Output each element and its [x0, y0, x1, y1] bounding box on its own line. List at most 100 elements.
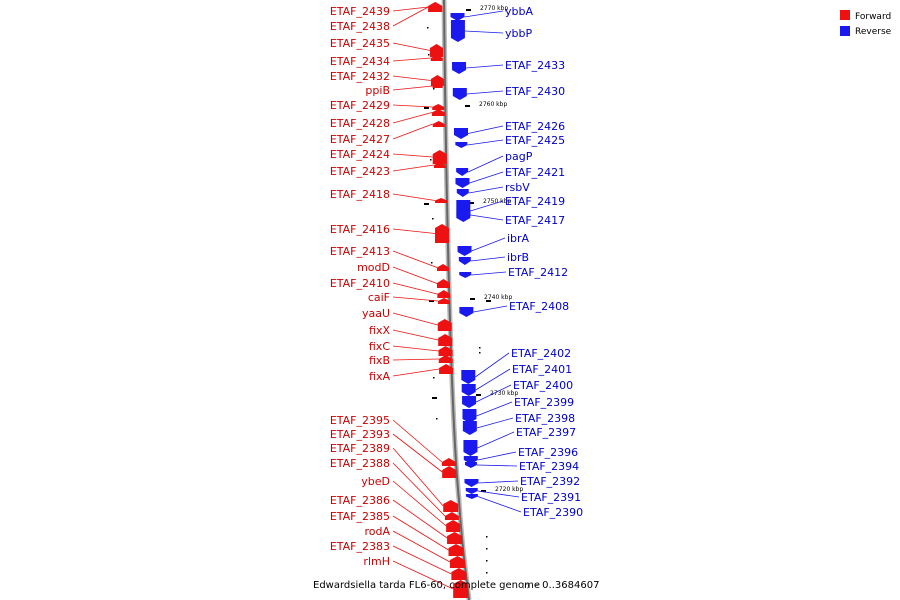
legend-forward-label: Forward [855, 12, 891, 22]
forward-gene-etaf-2410 [437, 290, 451, 298]
leader-line [470, 256, 506, 262]
forward-gene-label: ETAF_2410 [330, 277, 390, 290]
forward-gene-label: ETAF_2385 [330, 510, 390, 523]
reverse-gene-etaf-2421 [455, 178, 470, 188]
forward-gene-caif [438, 298, 451, 304]
forward-gene-label: ETAF_2413 [330, 245, 390, 258]
legend-reverse-swatch [840, 26, 850, 36]
forward-gene-label: modD [357, 261, 390, 274]
reverse-gene-etaf-2426 [454, 128, 469, 139]
reverse-gene-label: ETAF_2396 [518, 446, 578, 459]
reverse-gene-etaf-2401 [461, 384, 476, 396]
forward-gene-label: ETAF_2438 [330, 20, 390, 33]
reverse-gene-etaf-2417 [456, 210, 471, 220]
reverse-gene-label: ibrA [507, 232, 530, 245]
caption-subscript: (r) [522, 583, 529, 590]
reverse-gene-etaf-2402 [461, 370, 476, 384]
leader-line [477, 496, 522, 513]
forward-gene-ybed [446, 520, 461, 532]
forward-gene-etaf-2416 [435, 224, 450, 243]
forward-gene-yaau [437, 319, 452, 331]
tick-dot [427, 27, 429, 29]
leader-line [392, 462, 446, 517]
tick-dot [479, 347, 481, 349]
leader-line [392, 75, 431, 81]
forward-gene-label: ETAF_2434 [330, 55, 390, 68]
tick-dot [486, 548, 488, 550]
reverse-gene-etaf-2397 [463, 440, 478, 456]
reverse-gene-label: ETAF_2421 [505, 166, 565, 179]
leader-line [467, 155, 504, 173]
reverse-gene-label: ETAF_2408 [509, 300, 569, 313]
leader-line [477, 490, 520, 498]
forward-gene-shapes [428, 2, 469, 598]
leader-line [468, 186, 504, 194]
tick-dot [436, 418, 438, 420]
forward-gene-etaf-2386 [447, 532, 463, 544]
leader-line [392, 345, 439, 352]
reverse-gene-etaf-2400 [462, 396, 477, 408]
forward-gene-fixx [438, 334, 453, 346]
tick-mark [429, 300, 434, 302]
leader-line [392, 266, 438, 284]
reverse-gene-label: pagP [505, 150, 533, 163]
forward-gene-etaf-2413 [437, 264, 450, 271]
leader-line [392, 85, 433, 91]
reverse-gene-pagp [456, 168, 469, 176]
leader-line [392, 112, 432, 124]
forward-gene-label: ppiB [365, 84, 390, 97]
forward-gene-etaf-2388 [444, 512, 459, 520]
leader-line [464, 10, 504, 18]
forward-gene-label: rodA [364, 525, 390, 538]
leader-line [477, 451, 517, 461]
leader-line [471, 271, 507, 276]
tick-dot [430, 159, 432, 161]
leader-line [392, 499, 448, 539]
tick-label: 2740 kbp [484, 294, 512, 301]
reverse-gene-ibrb [458, 257, 471, 265]
leader-line [475, 384, 512, 403]
reverse-gene-etaf-2394 [464, 462, 477, 468]
reverse-gene-label: ETAF_2400 [513, 379, 573, 392]
reverse-gene-label: ETAF_2430 [505, 85, 565, 98]
reverse-gene-etaf-2430 [452, 88, 467, 100]
leader-line [392, 6, 429, 12]
forward-gene-etaf-2423 [433, 162, 446, 168]
forward-gene-label: ETAF_2427 [330, 133, 390, 146]
forward-gene-etaf-2385 [448, 544, 464, 556]
reverse-gene-ibra [457, 246, 472, 256]
legend-forward-swatch [840, 10, 850, 20]
reverse-gene-label: ETAF_2392 [520, 475, 580, 488]
forward-gene-etaf-2427 [432, 121, 445, 127]
tick-label: 2750 kbp [483, 198, 511, 205]
forward-gene-label: fixC [369, 340, 390, 353]
reverse-gene-label: ETAF_2390 [523, 506, 583, 519]
forward-gene-roda [449, 556, 465, 568]
reverse-gene-label: ETAF_2402 [511, 347, 571, 360]
leader-line [475, 368, 511, 391]
tick-mark [466, 9, 471, 11]
forward-gene-fixb [438, 355, 453, 363]
forward-gene-etaf-2435 [430, 44, 444, 57]
leader-line [478, 480, 519, 484]
leader-line [470, 200, 504, 212]
forward-gene-etaf-2424 [432, 150, 447, 164]
reverse-gene-label: ETAF_2425 [505, 134, 565, 147]
reverse-gene-etaf-2408 [459, 307, 474, 317]
tick-label: 2760 kbp [479, 101, 507, 108]
reverse-gene-ybba [450, 13, 465, 21]
forward-gene-label: fixX [369, 324, 390, 337]
leader-line [392, 104, 433, 108]
forward-gene-etaf-2389 [443, 500, 459, 512]
leader-line [392, 153, 433, 158]
tick-mark [486, 300, 491, 302]
forward-gene-rlmh [453, 580, 469, 598]
reverse-gene-label: ETAF_2412 [508, 266, 568, 279]
reverse-gene-label: ETAF_2391 [521, 491, 581, 504]
leader-line [470, 214, 504, 221]
forward-gene-label: ETAF_2418 [330, 188, 390, 201]
reverse-gene-etaf-2425 [455, 142, 468, 148]
leader-line [392, 358, 439, 361]
leader-line [477, 431, 515, 449]
